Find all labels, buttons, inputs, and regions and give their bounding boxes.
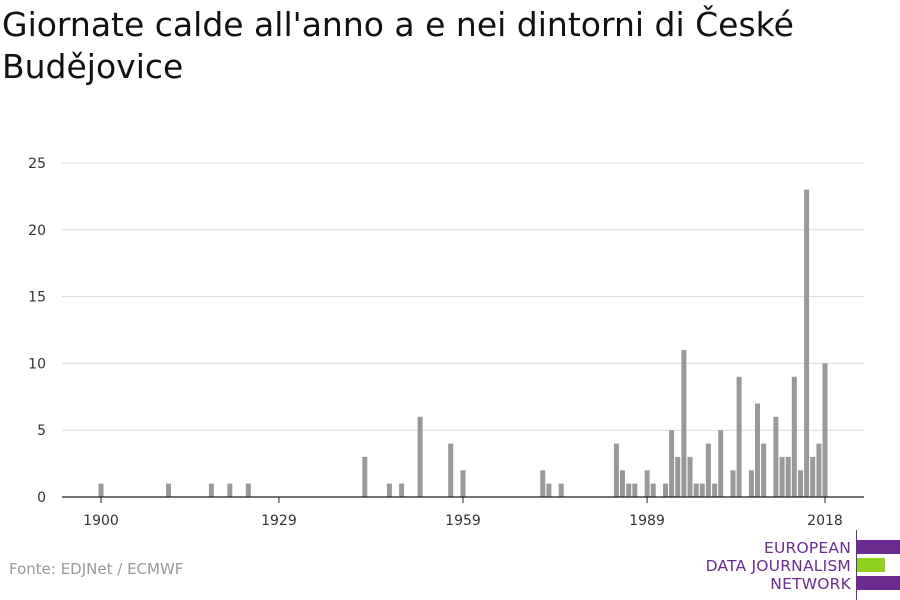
bar-1987 — [632, 483, 638, 497]
bar-1996 — [687, 456, 693, 497]
bar-2010 — [773, 416, 779, 497]
bar-2000 — [712, 483, 718, 497]
bar-1952 — [417, 416, 423, 497]
bar-1997 — [693, 483, 699, 497]
bar-2004 — [736, 376, 742, 497]
bar-2015 — [804, 189, 810, 497]
bar-2013 — [791, 376, 797, 497]
bar-2001 — [718, 430, 724, 497]
bar-1921 — [227, 483, 233, 497]
x-tick-label-1900: 1900 — [83, 513, 119, 529]
bar-1990 — [650, 483, 656, 497]
bar-1984 — [613, 443, 619, 497]
logo-separator — [856, 530, 857, 600]
bar-1999 — [705, 443, 711, 497]
bar-2016 — [810, 456, 816, 497]
bar-1972 — [540, 470, 546, 497]
x-tick-label-1959: 1959 — [445, 513, 481, 529]
bar-1995 — [681, 350, 687, 497]
chart-x-tick-labels: 1900 1929 1959 1989 2018 — [83, 497, 843, 529]
y-tick-label-25: 25 — [28, 156, 46, 172]
chart-y-tick-labels: 0 5 10 15 20 25 — [28, 156, 46, 506]
bar-2018 — [822, 363, 828, 497]
bar-2003 — [730, 470, 736, 497]
bar-1924 — [245, 483, 251, 497]
bar-1959 — [460, 470, 466, 497]
page-title: Giornate calde all'anno a e nei dintorni… — [2, 5, 794, 86]
y-tick-label-10: 10 — [28, 356, 46, 372]
y-tick-label-0: 0 — [37, 490, 46, 506]
logo-line-data-journalism: DATA JOURNALISM — [705, 557, 851, 575]
x-tick-label-1989: 1989 — [629, 513, 665, 529]
bar-1900 — [98, 483, 104, 497]
logo-line-network: NETWORK — [770, 575, 851, 593]
source-note: Fonte: EDJNet / ECMWF — [9, 560, 184, 578]
bar-1973 — [546, 483, 552, 497]
bar-1998 — [699, 483, 705, 497]
logo-bar-middle — [857, 558, 885, 572]
bar-1911 — [166, 483, 171, 497]
bar-2012 — [785, 456, 791, 497]
bar-1994 — [675, 456, 681, 497]
chart-bars — [98, 189, 828, 497]
y-tick-label-15: 15 — [28, 290, 46, 306]
bar-2011 — [779, 456, 785, 497]
x-tick-label-2018: 2018 — [807, 513, 843, 529]
bar-1992 — [663, 483, 668, 497]
bar-2006 — [748, 470, 754, 497]
bar-2014 — [798, 470, 803, 497]
y-tick-label-20: 20 — [28, 223, 46, 239]
x-tick-label-1929: 1929 — [261, 513, 297, 529]
bar-1947 — [386, 483, 392, 497]
bar-1943 — [362, 456, 368, 497]
bar-2007 — [755, 403, 760, 497]
bar-1975 — [558, 483, 564, 497]
y-tick-label-5: 5 — [37, 423, 46, 439]
bar-1986 — [626, 483, 632, 497]
logo-bar-top — [857, 540, 900, 554]
bar-2008 — [761, 443, 767, 497]
bar-1985 — [620, 470, 625, 497]
edjnet-logo: EUROPEAN DATA JOURNALISM NETWORK — [700, 530, 900, 600]
bar-1989 — [644, 470, 650, 497]
bar-2017 — [816, 443, 822, 497]
bar-1957 — [448, 443, 454, 497]
bar-1918 — [208, 483, 214, 497]
logo-bar-bottom — [857, 576, 900, 590]
logo-line-european: EUROPEAN — [763, 539, 851, 557]
chart-grid — [62, 162, 864, 431]
bar-1993 — [669, 430, 675, 497]
bar-1949 — [399, 483, 405, 497]
